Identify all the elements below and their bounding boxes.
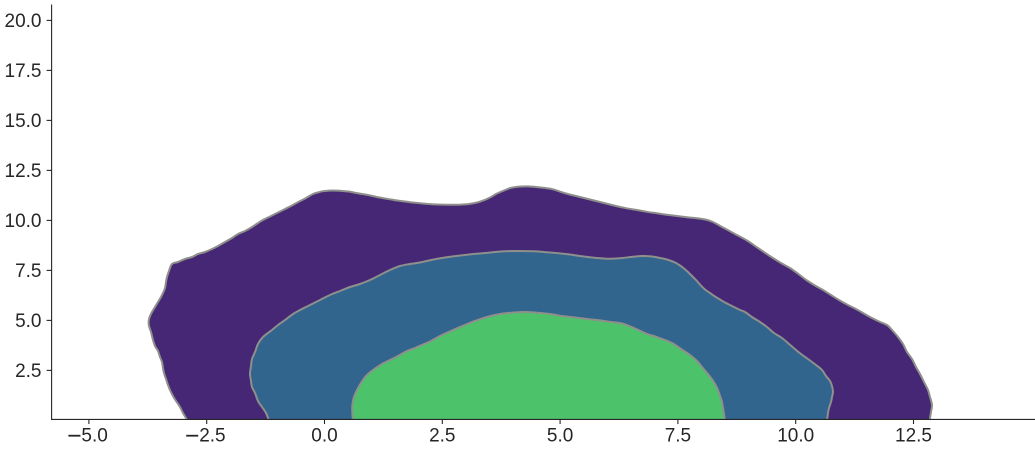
svg-text:20.0: 20.0 bbox=[5, 11, 42, 32]
svg-text:10.0: 10.0 bbox=[777, 426, 814, 447]
svg-text:5.0: 5.0 bbox=[15, 311, 41, 332]
svg-text:12.5: 12.5 bbox=[5, 161, 42, 182]
svg-text:17.5: 17.5 bbox=[5, 61, 42, 82]
svg-text:7.5: 7.5 bbox=[15, 261, 41, 282]
svg-text:2.5: 2.5 bbox=[199, 426, 225, 447]
svg-text:5.0: 5.0 bbox=[547, 426, 573, 447]
svg-text:5.0: 5.0 bbox=[81, 426, 107, 447]
svg-text:12.5: 12.5 bbox=[895, 426, 932, 447]
svg-text:15.0: 15.0 bbox=[5, 111, 42, 132]
svg-text:7.5: 7.5 bbox=[665, 426, 691, 447]
svg-text:2.5: 2.5 bbox=[429, 426, 455, 447]
svg-text:2.5: 2.5 bbox=[15, 361, 41, 382]
svg-text:10.0: 10.0 bbox=[5, 211, 42, 232]
svg-text:0.0: 0.0 bbox=[311, 426, 337, 447]
